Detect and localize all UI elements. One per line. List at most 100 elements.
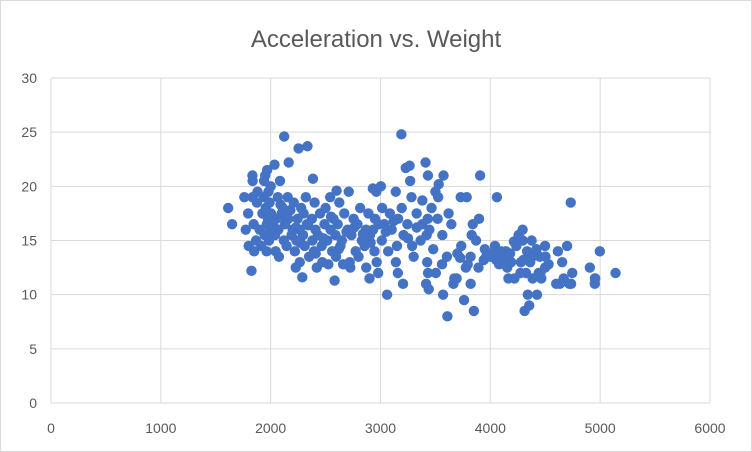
data-point xyxy=(479,243,491,255)
data-point xyxy=(333,243,344,255)
data-point xyxy=(451,273,462,284)
data-point xyxy=(468,305,480,317)
data-point xyxy=(372,267,384,279)
data-point xyxy=(376,202,388,214)
data-point xyxy=(382,246,394,257)
data-point xyxy=(396,202,407,214)
data-point xyxy=(433,178,444,190)
data-point xyxy=(565,278,577,290)
data-point xyxy=(423,284,434,295)
data-point xyxy=(343,186,354,197)
data-point xyxy=(465,251,476,262)
data-point xyxy=(610,267,621,279)
data-point xyxy=(265,181,276,192)
y-tick-label: 10 xyxy=(21,287,37,303)
data-point xyxy=(320,202,331,214)
data-point xyxy=(465,278,476,290)
data-point xyxy=(424,224,435,235)
data-point xyxy=(420,157,431,168)
data-point xyxy=(417,195,428,206)
data-point xyxy=(300,191,312,203)
data-point xyxy=(402,219,413,230)
data-point xyxy=(391,240,403,252)
data-point xyxy=(441,251,453,262)
x-tick-label: 3000 xyxy=(365,420,396,436)
data-point xyxy=(341,226,352,238)
data-point xyxy=(461,191,472,203)
data-point xyxy=(339,208,350,219)
data-point xyxy=(371,256,382,268)
data-point xyxy=(275,199,286,210)
y-tick-label: 5 xyxy=(29,341,37,357)
data-point xyxy=(376,235,388,246)
data-point xyxy=(298,208,309,219)
data-point xyxy=(281,240,292,252)
x-tick-label: 6000 xyxy=(694,420,725,436)
data-point xyxy=(248,246,260,257)
data-point xyxy=(380,226,392,238)
data-point xyxy=(345,262,356,273)
data-point xyxy=(422,170,434,181)
y-tick-label: 15 xyxy=(21,233,37,249)
data-point xyxy=(388,215,399,227)
data-point xyxy=(452,248,463,259)
data-point xyxy=(411,208,422,219)
data-point xyxy=(278,131,290,142)
data-point xyxy=(247,175,258,187)
data-point xyxy=(567,267,578,279)
data-point xyxy=(334,197,345,208)
data-point xyxy=(297,272,308,283)
data-point xyxy=(294,256,305,268)
data-point xyxy=(239,191,250,203)
data-point xyxy=(442,311,453,322)
data-point xyxy=(226,219,238,230)
data-point xyxy=(375,181,387,192)
data-point xyxy=(426,202,437,214)
data-point xyxy=(526,235,537,246)
data-point xyxy=(402,233,414,244)
y-tick-label: 20 xyxy=(21,178,37,194)
data-point xyxy=(458,294,470,306)
data-point xyxy=(222,202,234,214)
data-point xyxy=(517,235,528,246)
data-point xyxy=(348,222,360,233)
data-point xyxy=(364,273,375,284)
data-point xyxy=(531,289,543,300)
data-point xyxy=(404,160,415,171)
data-point xyxy=(524,300,535,311)
data-point xyxy=(473,213,485,225)
data-point xyxy=(266,226,277,238)
data-point xyxy=(310,248,321,259)
y-tick-label: 25 xyxy=(21,124,37,140)
y-tick-label: 30 xyxy=(21,70,37,86)
data-point xyxy=(561,240,573,252)
data-point xyxy=(584,262,596,273)
data-point xyxy=(543,259,554,270)
x-tick-label: 2000 xyxy=(255,420,286,436)
data-point xyxy=(274,175,286,187)
data-point xyxy=(361,262,372,273)
data-point xyxy=(432,191,444,203)
data-point xyxy=(289,246,301,257)
data-point xyxy=(331,185,342,196)
data-point xyxy=(280,215,292,227)
data-point xyxy=(422,213,433,225)
data-point xyxy=(290,222,302,233)
data-point xyxy=(381,289,393,300)
data-point xyxy=(269,159,280,170)
data-point xyxy=(336,235,348,246)
data-point xyxy=(357,228,369,240)
data-point xyxy=(527,251,538,262)
data-point xyxy=(302,220,314,231)
data-point xyxy=(309,197,320,208)
chart-title: Acceleration vs. Weight xyxy=(251,26,502,53)
data-point xyxy=(531,243,542,255)
data-point xyxy=(536,273,547,284)
data-point xyxy=(473,262,484,273)
data-point xyxy=(594,246,606,257)
data-point xyxy=(411,222,422,233)
data-point xyxy=(302,141,313,152)
data-point xyxy=(242,208,254,219)
data-point xyxy=(406,191,417,203)
